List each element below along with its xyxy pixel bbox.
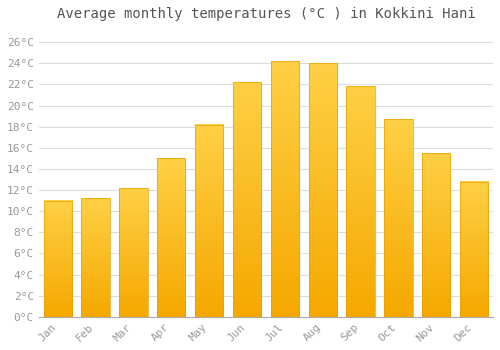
Bar	[270, 61, 299, 317]
Bar	[195, 125, 224, 317]
Bar	[384, 119, 412, 317]
Bar	[119, 188, 148, 317]
Bar	[233, 82, 261, 317]
Title: Average monthly temperatures (°C ) in Kokkini Hani: Average monthly temperatures (°C ) in Ko…	[56, 7, 476, 21]
Bar	[308, 63, 337, 317]
Bar	[460, 182, 488, 317]
Bar	[422, 153, 450, 317]
Bar	[157, 158, 186, 317]
Bar	[44, 201, 72, 317]
Bar	[346, 86, 375, 317]
Bar	[82, 198, 110, 317]
